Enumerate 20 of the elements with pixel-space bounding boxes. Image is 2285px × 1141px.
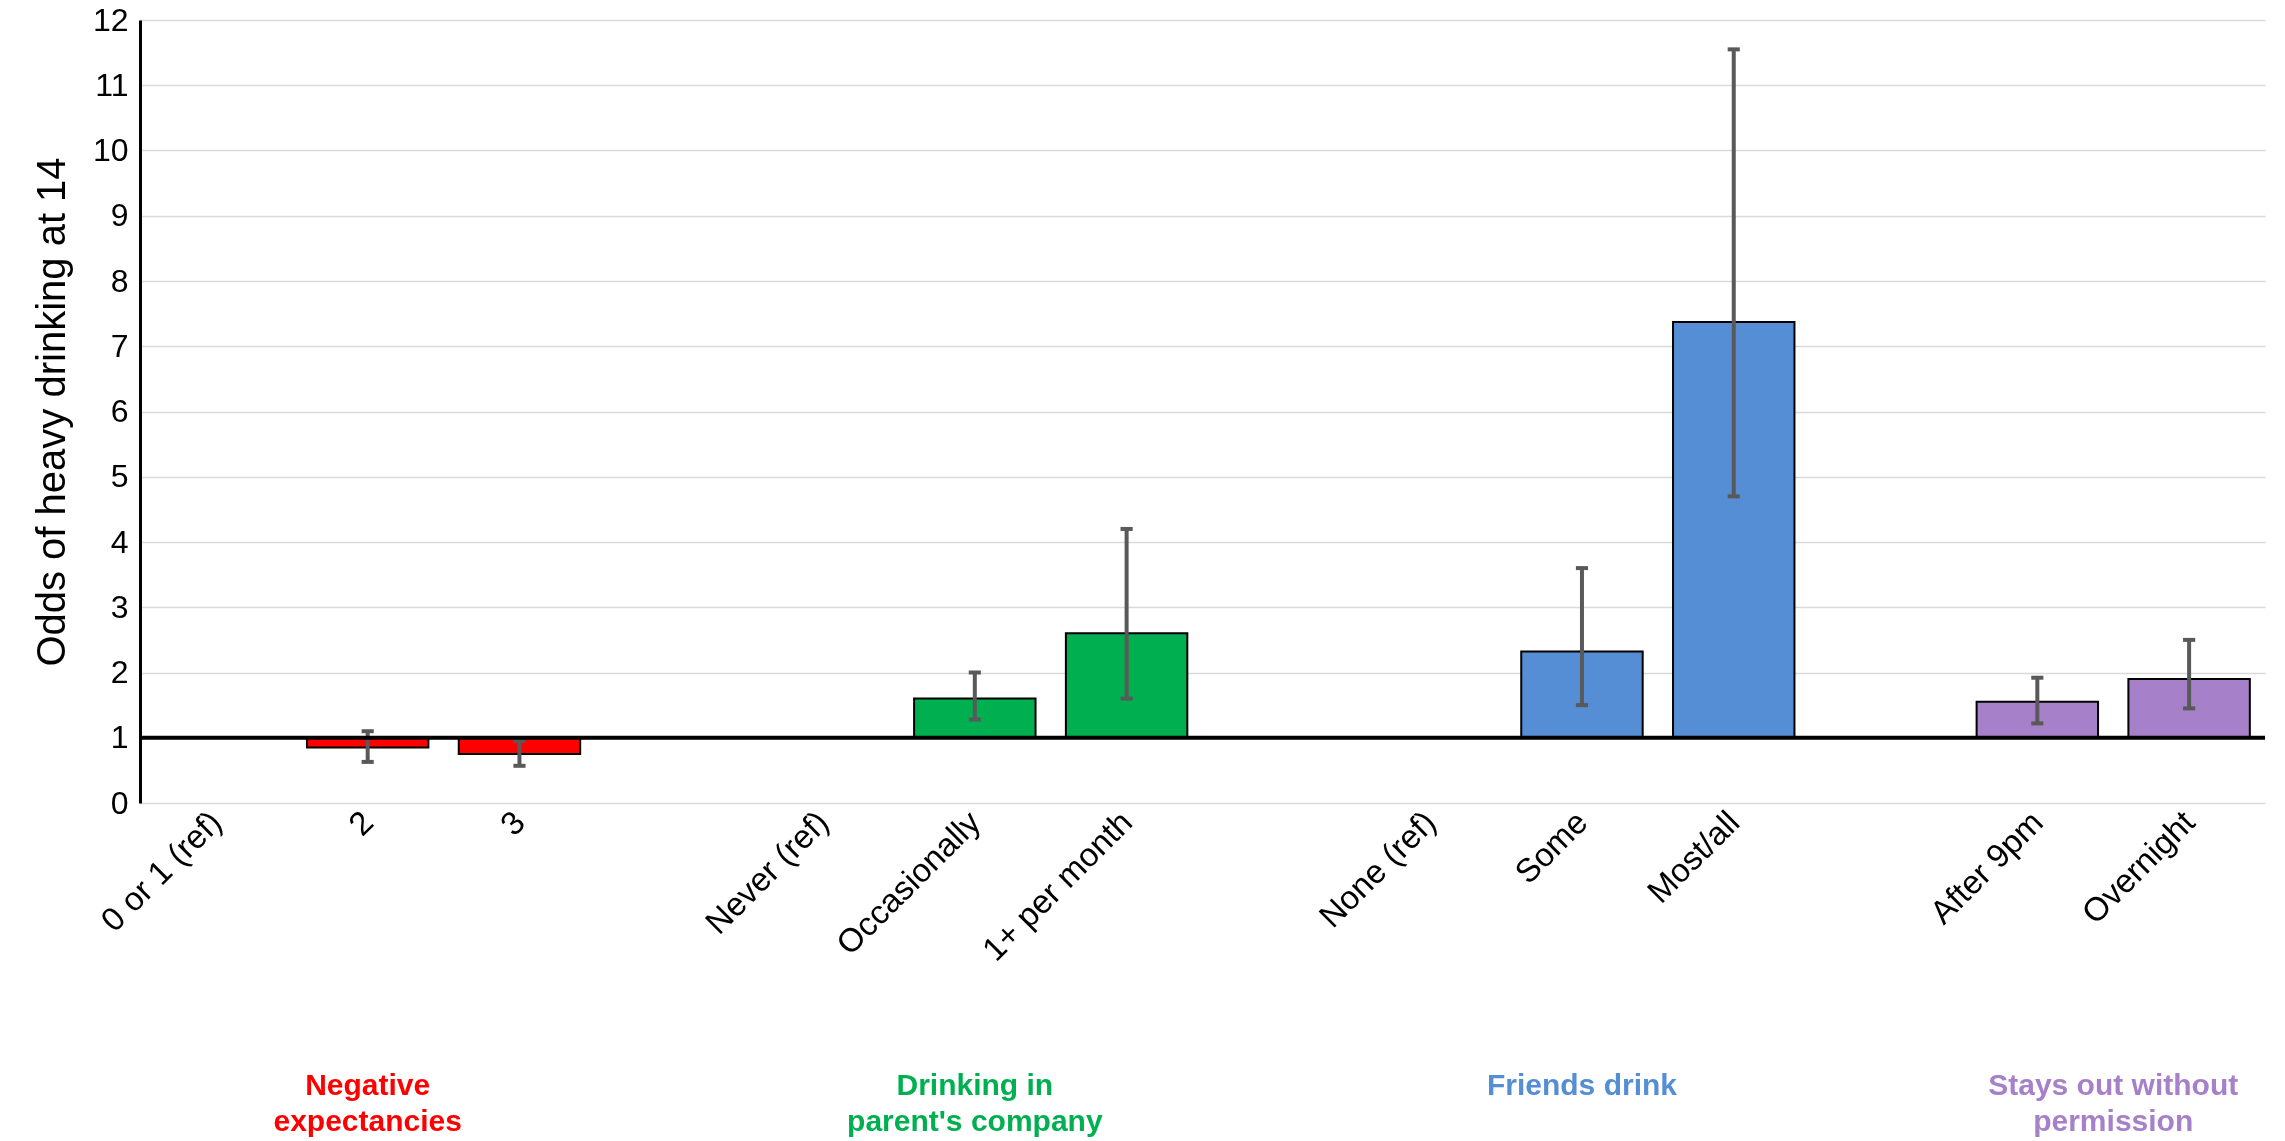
y-tick-label: 1: [110, 719, 129, 756]
y-tick-label: 5: [110, 458, 129, 495]
x-tick-label: 3: [492, 803, 532, 843]
y-tick-label: 3: [110, 588, 129, 625]
y-tick-label: 2: [110, 654, 129, 690]
y-tick-label: 4: [110, 523, 129, 560]
y-axis-title: Odds of heavy drinking at 14: [28, 157, 73, 667]
y-tick-label: 10: [92, 132, 129, 168]
y-tick-label: 12: [92, 1, 129, 38]
text: Negative expectancies: [273, 1068, 462, 1137]
x-tick-label: 2: [341, 803, 381, 843]
y-tick-label: 7: [110, 327, 129, 364]
text: Drinking in parent's company: [847, 1068, 1103, 1137]
text: Friends drink: [1486, 1068, 1678, 1101]
y-tick-label: 6: [110, 393, 129, 429]
y-tick-label: 11: [95, 66, 129, 103]
y-tick-label: 8: [110, 262, 129, 299]
y-tick-label: 9: [110, 197, 129, 234]
text: Stays out without permission: [1988, 1068, 2239, 1137]
y-tick-label: 0: [110, 784, 129, 821]
